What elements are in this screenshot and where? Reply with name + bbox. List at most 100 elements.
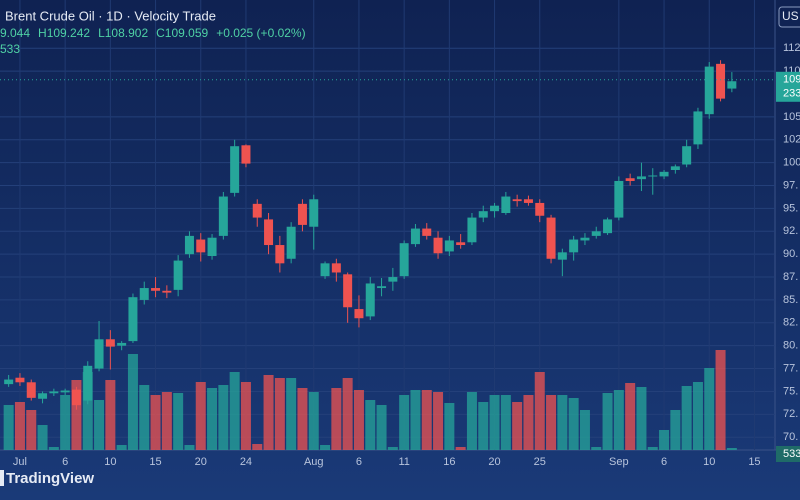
y-tick-label: 112 [783, 42, 800, 54]
volume-bar [274, 378, 285, 450]
candle-body [218, 196, 228, 236]
candle-body [388, 277, 398, 282]
candle-body [331, 263, 341, 273]
volume-bar [353, 390, 364, 450]
brand-name: TradingView [6, 470, 94, 487]
candle-body [139, 288, 149, 300]
volume-bar [455, 447, 466, 450]
y-tick-label: 82. [783, 317, 798, 329]
volume-bar [308, 392, 319, 450]
candle-body [682, 146, 692, 165]
countdown-label: 233 [783, 88, 800, 100]
volume-bar [14, 402, 25, 450]
y-tick-label: 70. [783, 431, 798, 443]
volume-bar [71, 380, 82, 450]
y-tick-label: 92. [783, 225, 798, 237]
volume-bar [376, 405, 387, 450]
volume-bar [534, 372, 545, 450]
x-tick-label: 20 [488, 456, 500, 468]
volume-bar [489, 395, 500, 450]
x-tick-label: 15 [748, 456, 760, 468]
candle-body [580, 237, 590, 241]
x-tick-label: 11 [398, 456, 409, 468]
y-tick-label: 80. [783, 340, 798, 352]
candle-body [636, 176, 646, 180]
candle-body [241, 145, 251, 164]
volume-bar [60, 395, 71, 450]
y-tick-label: 90. [783, 248, 798, 260]
x-tick-label: 15 [149, 456, 161, 468]
volume-bar [229, 372, 240, 450]
candle-body [377, 286, 387, 289]
volume-bar [207, 388, 218, 450]
candle-body [354, 309, 364, 319]
x-tick-label: 6 [661, 456, 667, 468]
volume-bar [252, 444, 263, 450]
candle-body [252, 203, 262, 218]
volume-bar [692, 382, 703, 450]
volume-bar [387, 447, 398, 450]
volume-bar [365, 400, 376, 450]
candle-body [659, 171, 669, 177]
x-tick-label: 16 [443, 456, 455, 468]
candle-body [15, 377, 25, 383]
candle-body [444, 240, 454, 252]
candle-body [569, 239, 579, 253]
candle-body [467, 217, 477, 243]
y-tick-label: 87. [783, 271, 798, 283]
candle-body [490, 205, 500, 212]
ohlc-value: +0.025 (+0.02%) [216, 26, 305, 40]
candle-body [162, 290, 172, 293]
candle-body [433, 237, 443, 254]
candle-body [83, 365, 93, 401]
candle-body [727, 81, 737, 89]
x-tick-label: 20 [195, 456, 207, 468]
x-tick-label: 24 [240, 456, 252, 468]
candle-body [184, 235, 194, 255]
x-tick-label: 25 [534, 456, 546, 468]
candle-body [275, 245, 285, 264]
candle-body [264, 219, 274, 246]
currency-button[interactable]: US [782, 9, 799, 23]
volume-bar [161, 392, 172, 450]
volume-bar [579, 410, 590, 450]
currency-button-frame[interactable] [778, 6, 800, 28]
volume-legend: 533 [0, 42, 20, 56]
candle-body [614, 180, 624, 218]
volume-bar [591, 447, 602, 450]
volume-bar [557, 395, 568, 450]
volume-bar [704, 368, 715, 450]
candle-body [128, 297, 138, 342]
candle-body [49, 391, 59, 394]
candle-body [422, 228, 432, 236]
volume-bar [105, 380, 116, 450]
volume-bar [478, 402, 489, 450]
y-tick-label: 102 [783, 134, 800, 146]
candle-body [230, 146, 240, 193]
volume-bar [613, 390, 624, 450]
y-tick-label: 105 [783, 111, 800, 123]
volume-bar [184, 445, 195, 450]
y-tick-label: 77. [783, 362, 798, 374]
y-tick-label: 72. [783, 408, 798, 420]
candle-body [603, 219, 613, 234]
volume-bar [342, 378, 353, 450]
volume-bar [410, 390, 421, 450]
x-tick-label: 6 [356, 456, 362, 468]
volume-bar [399, 395, 410, 450]
volume-bar [625, 383, 636, 450]
x-tick-label: 10 [104, 456, 116, 468]
volume-bar [602, 393, 613, 450]
x-tick-label: Jul [13, 456, 27, 468]
volume-bar [173, 393, 184, 450]
candle-body [117, 342, 127, 346]
x-tick-label: Aug [304, 456, 324, 468]
volume-bar [82, 372, 93, 450]
volume-bar [320, 445, 331, 450]
y-tick-label: 95. [783, 202, 798, 214]
volume-bar [421, 390, 432, 450]
brand-logo[interactable]: TradingView [0, 470, 94, 487]
volume-bar [240, 382, 251, 450]
candle-body [297, 203, 307, 225]
volume-bar [195, 382, 206, 450]
